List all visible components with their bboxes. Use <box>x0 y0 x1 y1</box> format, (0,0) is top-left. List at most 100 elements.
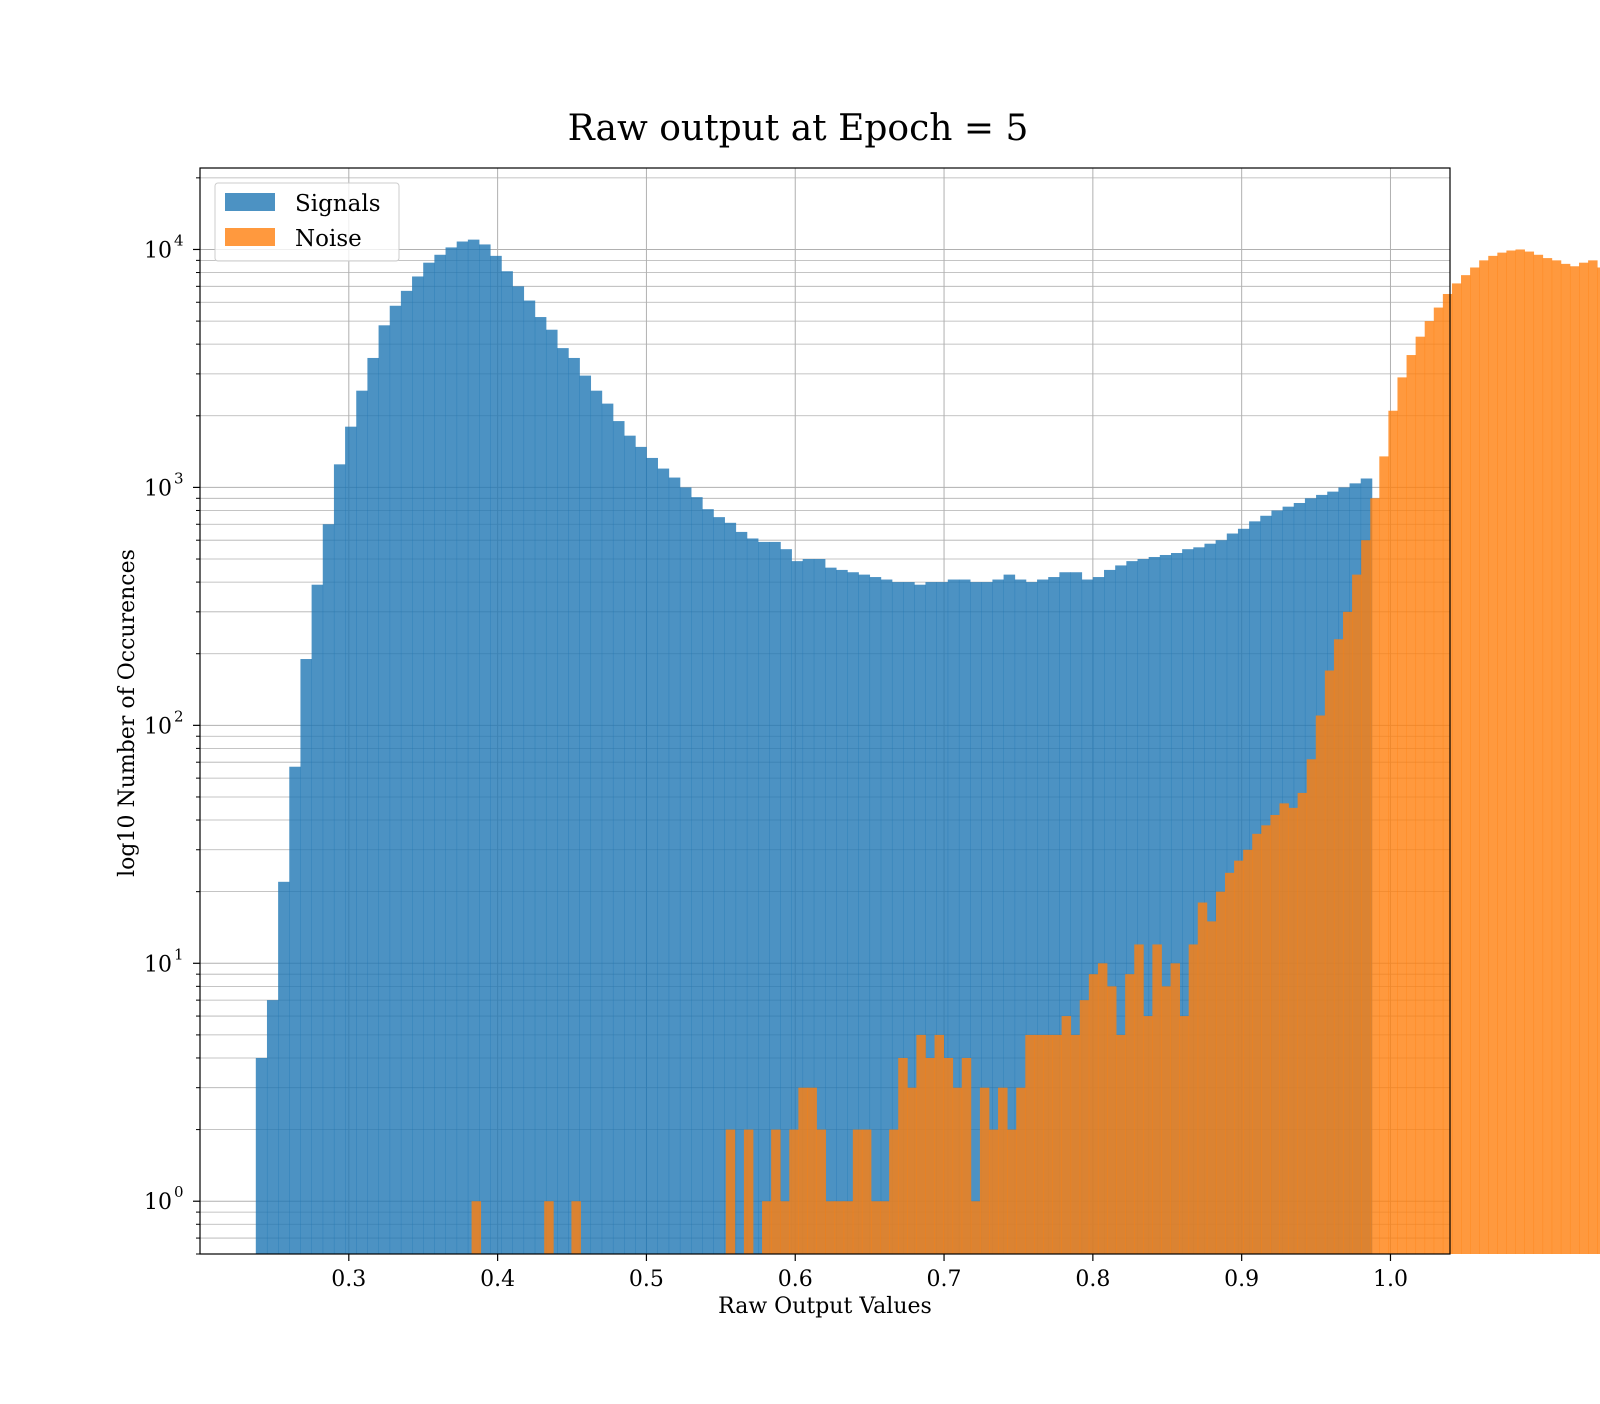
bar-signals-73 <box>1070 572 1083 1254</box>
bar-signals-61 <box>936 582 949 1254</box>
bar-signals-40 <box>702 509 714 1255</box>
bar-noise-63 <box>1043 1034 1053 1254</box>
y-tick-exponent: 3 <box>174 469 184 487</box>
bar-signals-22 <box>501 271 513 1254</box>
bar-signals-44 <box>746 538 759 1254</box>
bar-signals-71 <box>1048 577 1060 1254</box>
bar-signals-25 <box>534 317 547 1254</box>
x-tick-label: 0.4 <box>480 1267 515 1292</box>
bar-noise-112 <box>1488 255 1498 1254</box>
bar-noise-77 <box>1170 963 1181 1254</box>
bar-noise-40 <box>834 1201 845 1254</box>
bar-signals-34 <box>635 446 647 1254</box>
bar-noise-57 <box>988 1129 999 1254</box>
bar-noise-56 <box>979 1087 990 1254</box>
x-axis-label: Raw Output Values <box>718 1294 932 1319</box>
bar-noise-59 <box>1007 1129 1017 1254</box>
bar-noise-92 <box>1306 759 1317 1254</box>
bar-signals-32 <box>612 421 625 1254</box>
bar-noise-60 <box>1016 1087 1026 1254</box>
bar-signals-77 <box>1115 565 1127 1254</box>
y-tick-label: 10 <box>144 714 172 739</box>
bar-noise-104 <box>1415 336 1426 1254</box>
bar-noise-61 <box>1025 1034 1035 1254</box>
bar-noise-70 <box>1106 986 1117 1254</box>
bar-noise-79 <box>1188 944 1199 1254</box>
bar-signals-3 <box>289 766 301 1254</box>
bar-noise-55 <box>970 1201 981 1254</box>
bar-noise-42 <box>852 1129 863 1254</box>
bar-signals-4 <box>300 659 313 1254</box>
bar-signals-78 <box>1126 561 1138 1254</box>
bar-signals-59 <box>914 584 926 1254</box>
bar-noise-11 <box>571 1201 581 1254</box>
bar-noise-113 <box>1497 252 1507 1254</box>
bar-noise-82 <box>1215 891 1226 1254</box>
y-tick-label: 10 <box>144 476 172 501</box>
bar-signals-62 <box>947 579 960 1254</box>
noise-bars <box>471 249 1600 1255</box>
bar-signals-66 <box>992 579 1004 1254</box>
bar-noise-108 <box>1451 283 1462 1255</box>
bar-signals-17 <box>445 247 458 1254</box>
bar-noise-94 <box>1324 670 1335 1254</box>
bar-signals-79 <box>1137 559 1150 1254</box>
bar-signals-35 <box>646 457 658 1254</box>
bar-signals-72 <box>1059 572 1071 1254</box>
bar-noise-106 <box>1433 307 1444 1254</box>
bar-noise-49 <box>916 1034 926 1254</box>
bar-noise-89 <box>1279 803 1289 1254</box>
bar-noise-100 <box>1379 456 1389 1254</box>
bar-signals-13 <box>400 290 413 1254</box>
bar-noise-35 <box>789 1129 799 1254</box>
x-tick-label: 0.8 <box>1075 1267 1110 1292</box>
bar-signals-9 <box>356 390 368 1255</box>
bar-noise-118 <box>1542 258 1553 1255</box>
bar-noise-48 <box>907 1087 917 1254</box>
bar-signals-43 <box>735 531 748 1254</box>
bar-noise-107 <box>1442 293 1453 1255</box>
bar-noise-64 <box>1052 1034 1063 1254</box>
bar-signals-70 <box>1037 579 1049 1254</box>
bar-noise-114 <box>1506 250 1516 1255</box>
bar-signals-36 <box>657 468 670 1255</box>
bar-signals-38 <box>679 487 692 1254</box>
bar-noise-41 <box>843 1201 854 1254</box>
bar-noise-50 <box>925 1057 935 1254</box>
bar-signals-68 <box>1014 579 1027 1254</box>
bar-signals-48 <box>791 561 804 1254</box>
bar-signals-54 <box>858 574 871 1254</box>
bar-signals-45 <box>758 541 770 1254</box>
bar-signals-26 <box>545 329 558 1254</box>
bar-noise-85 <box>1243 849 1253 1254</box>
bar-signals-20 <box>479 244 491 1254</box>
bar-noise-119 <box>1551 260 1562 1254</box>
bar-noise-53 <box>952 1087 963 1254</box>
bar-noise-81 <box>1206 921 1217 1254</box>
bar-noise-67 <box>1079 1000 1090 1254</box>
bar-noise-0 <box>471 1201 482 1254</box>
bar-noise-75 <box>1152 944 1162 1254</box>
bar-signals-21 <box>490 255 502 1254</box>
bar-noise-110 <box>1470 267 1480 1254</box>
bar-noise-74 <box>1143 1016 1153 1254</box>
bar-signals-56 <box>880 579 893 1254</box>
y-tick-label: 10 <box>144 952 172 977</box>
bar-noise-103 <box>1406 355 1417 1254</box>
bar-noise-44 <box>870 1201 881 1254</box>
bar-noise-71 <box>1116 1034 1126 1254</box>
bar-signals-83 <box>1182 549 1194 1254</box>
bar-noise-123 <box>1588 260 1598 1254</box>
bar-noise-83 <box>1225 872 1235 1254</box>
bar-signals-51 <box>825 567 837 1254</box>
bar-noise-54 <box>961 1057 972 1254</box>
bar-noise-96 <box>1343 611 1353 1254</box>
legend-swatch-noise <box>225 228 275 246</box>
bar-noise-87 <box>1261 825 1271 1254</box>
bar-noise-78 <box>1179 1016 1190 1254</box>
signals-bars <box>255 239 1373 1255</box>
bar-noise-84 <box>1234 860 1244 1254</box>
bar-signals-69 <box>1025 582 1038 1254</box>
bar-noise-124 <box>1597 267 1600 1254</box>
bar-signals-15 <box>423 262 435 1255</box>
